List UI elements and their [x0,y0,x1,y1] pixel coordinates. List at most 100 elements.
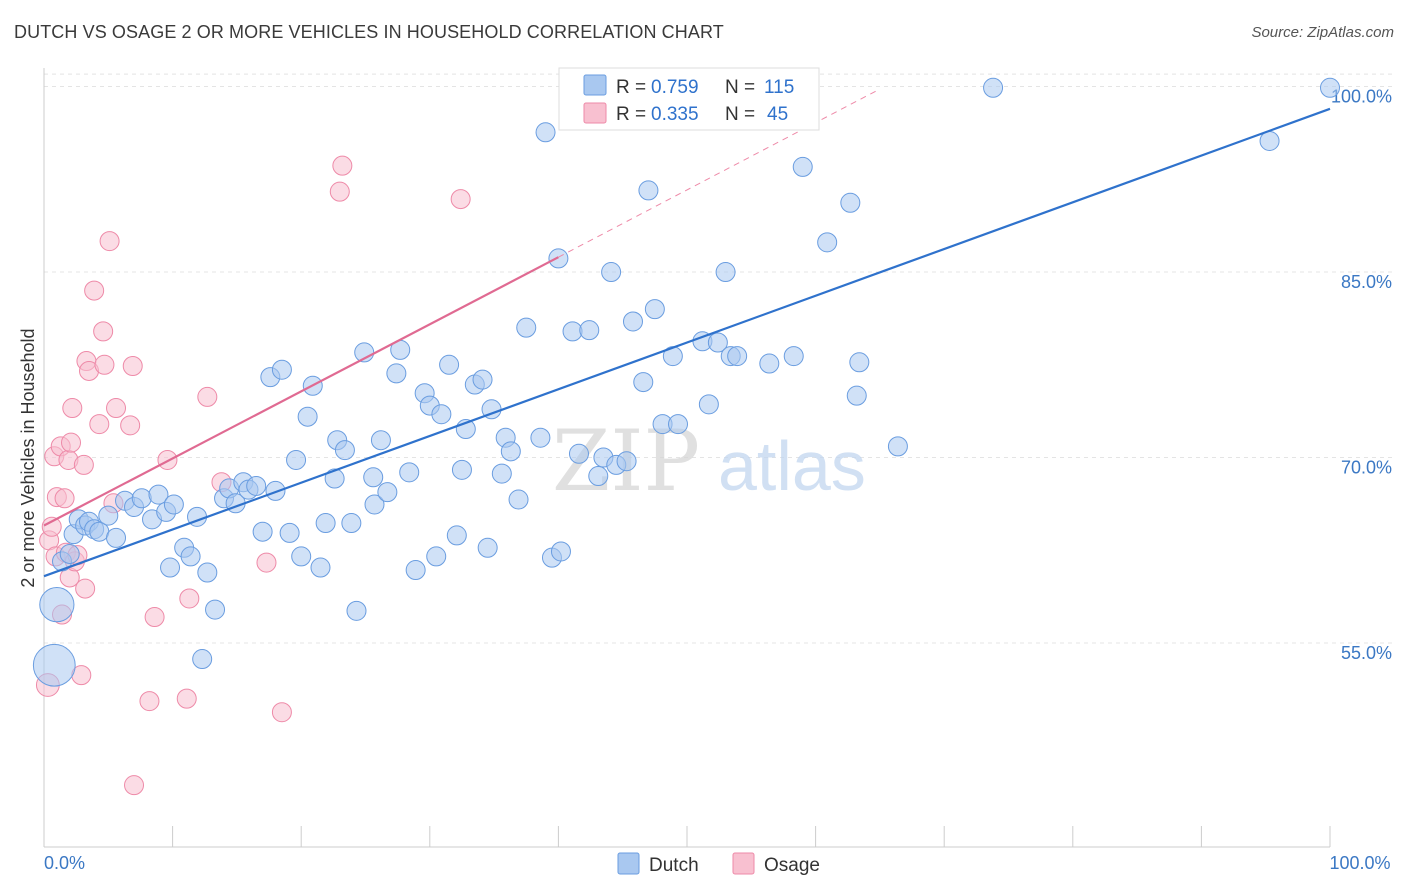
osage-point [41,516,62,537]
dutch-point [291,546,312,567]
dutch-point [783,346,804,367]
osage-point [329,181,350,202]
osage-point [62,398,83,419]
osage-point [54,488,75,509]
dutch-point [286,449,307,470]
osage-point [61,432,82,453]
dutch-point [846,385,867,406]
dutch-point [370,430,391,451]
x-tick-label-min: 0.0% [44,853,85,873]
dutch-point [792,156,813,177]
legend-r-value-osage: 0.335 [651,104,699,125]
dutch-point [252,521,273,542]
dutch-point [246,475,267,496]
dutch-point [550,541,571,562]
dutch-point [530,427,551,448]
legend-swatch-osage [583,102,607,124]
dutch-point [667,414,688,435]
trend-lines [43,88,1331,578]
dutch-point [197,562,218,583]
legend-swatch-dutch [583,74,607,96]
dutch-point [759,353,780,374]
dutch-point [399,462,420,483]
dutch-point [377,482,398,503]
dutch-point [431,404,452,425]
dutch-point [887,436,908,457]
dutch-point [148,484,169,505]
dutch-point [698,394,719,415]
dutch-point [588,466,609,487]
y-tick-labels: 55.0% 70.0% 85.0% 100.0% [1331,87,1392,663]
x-tick-label-max: 100.0% [1329,853,1390,873]
dutch-point [59,543,80,564]
dutch-point [446,525,467,546]
dutch-point [516,317,537,338]
osage-point [271,702,292,723]
osage-trend-line [43,256,559,527]
dutch-point [715,262,736,283]
osage-trend-extension [558,88,881,258]
osage-point [124,775,145,796]
osage-point [256,552,277,573]
dutch-point [364,494,385,515]
dutch-point [160,557,181,578]
chart-title: DUTCH VS OSAGE 2 OR MORE VEHICLES IN HOU… [14,22,724,42]
dutch-point [817,232,838,253]
dutch-point [163,494,184,515]
legend-n-label-osage: N = [725,104,755,125]
legend-n-label-dutch: N = [725,77,755,98]
dutch-point [334,440,355,461]
dutch-point [1320,77,1340,98]
dutch-point [346,600,367,621]
osage-point [73,454,94,475]
osage-point [450,189,471,210]
osage-point [89,414,110,435]
dutch-point [601,262,622,283]
dutch-point [265,480,286,501]
legend: R = 0.759 N = 115 R = 0.335 N = 45 [558,67,820,131]
osage-point [99,231,120,252]
dutch-point [644,299,665,320]
osage-point [84,280,105,301]
source-label: Source: ZipAtlas.com [1251,24,1394,41]
y-tick-label-55: 55.0% [1341,643,1392,663]
dutch-point [315,513,336,534]
dutch-point [840,192,861,213]
dutch-point [983,77,1004,98]
dutch-point [477,537,498,558]
dutch-point [500,441,521,462]
dutch-point [727,346,748,367]
osage-point [94,354,115,375]
osage-point [106,398,127,419]
osage-point [93,321,114,342]
y-tick-label-100: 100.0% [1331,87,1392,107]
dutch-point [271,359,292,380]
bottom-legend-swatch-dutch [617,852,640,875]
dutch-point [616,451,637,472]
dutch-point [535,122,556,143]
osage-point [176,688,197,709]
osage-point [179,588,200,609]
osage-point [120,415,141,436]
dutch-point [106,527,127,548]
dutch-point [297,406,318,427]
y-tick-label-70: 70.0% [1341,458,1392,478]
legend-r-value-dutch: 0.759 [651,77,699,98]
dutch-point [192,649,213,670]
dutch-point [39,587,75,623]
osage-point [144,607,165,628]
dutch-point [622,311,643,332]
dutch-point [491,463,512,484]
osage-point [332,155,353,176]
dutch-point [707,332,728,353]
y-tick-label-85: 85.0% [1341,272,1392,292]
x-tick-marks [43,826,1331,847]
dutch-point [562,321,583,342]
dutch-point [98,505,119,526]
dutch-point [32,643,76,687]
bottom-legend-label-osage: Osage [764,855,820,876]
y-axis-label: 2 or more Vehicles in Household [18,328,38,587]
dutch-point [279,522,300,543]
dutch-point [363,467,384,488]
